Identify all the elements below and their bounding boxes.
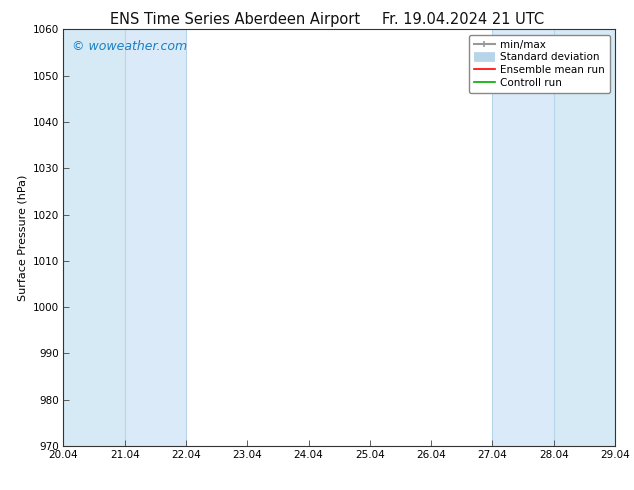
Bar: [63, 29, 125, 446]
Text: © woweather.com: © woweather.com: [72, 40, 187, 53]
Text: Fr. 19.04.2024 21 UTC: Fr. 19.04.2024 21 UTC: [382, 12, 544, 27]
Bar: [553, 29, 615, 446]
Y-axis label: Surface Pressure (hPa): Surface Pressure (hPa): [17, 174, 27, 301]
Text: ENS Time Series Aberdeen Airport: ENS Time Series Aberdeen Airport: [110, 12, 359, 27]
Legend: min/max, Standard deviation, Ensemble mean run, Controll run: min/max, Standard deviation, Ensemble me…: [469, 35, 610, 93]
Bar: [125, 29, 186, 446]
Bar: [493, 29, 553, 446]
